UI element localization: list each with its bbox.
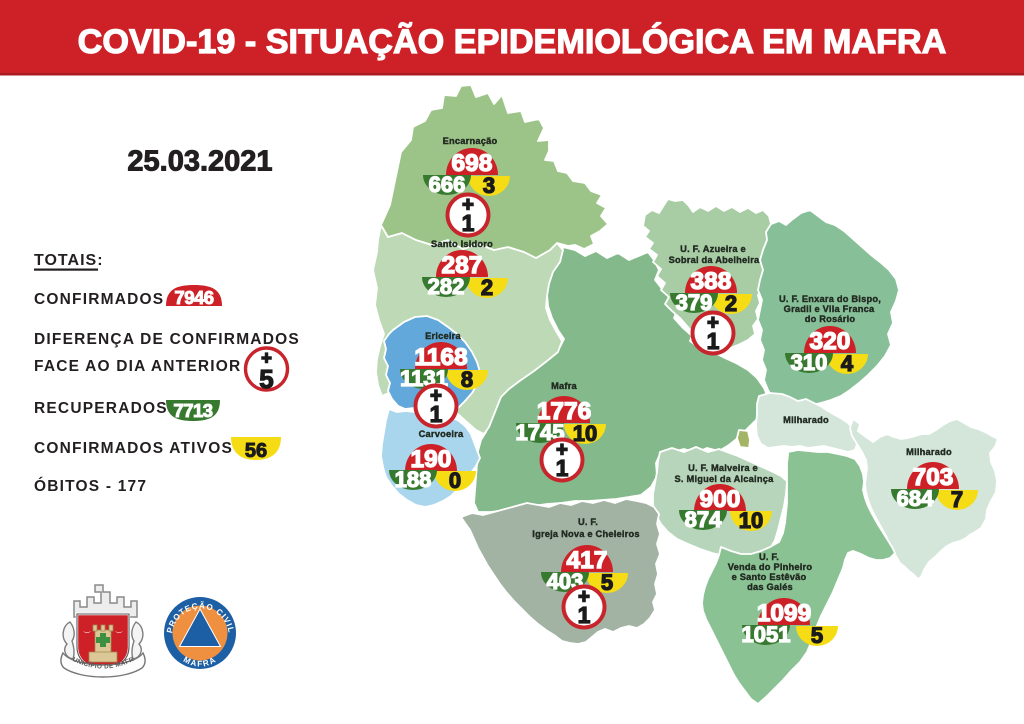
svg-text:703: 703 [913, 464, 954, 491]
svg-text:+: + [578, 586, 590, 608]
svg-text:U. F.: U. F. [578, 517, 598, 527]
svg-text:MAFRA: MAFRA [182, 655, 218, 669]
svg-text:Ericeira: Ericeira [425, 331, 461, 341]
svg-text:1: 1 [430, 401, 443, 427]
svg-text:379: 379 [676, 290, 713, 315]
svg-text:698: 698 [452, 150, 493, 177]
svg-text:TOTAIS:: TOTAIS: [34, 252, 104, 269]
svg-text:Sobral da Abelheira: Sobral da Abelheira [669, 255, 760, 265]
svg-text:25.03.2021: 25.03.2021 [127, 146, 272, 178]
svg-text:Carvoeira: Carvoeira [419, 429, 464, 439]
svg-text:2: 2 [725, 291, 737, 316]
svg-text:0: 0 [449, 468, 461, 493]
svg-text:Venda do Pinheiro: Venda do Pinheiro [728, 562, 813, 572]
svg-text:5: 5 [259, 364, 273, 394]
svg-text:CONFIRMADOS ATIVOS: CONFIRMADOS ATIVOS [34, 440, 233, 457]
svg-text:1051: 1051 [742, 622, 791, 647]
svg-text:403: 403 [547, 569, 584, 594]
svg-text:DIFERENÇA DE CONFIRMADOS: DIFERENÇA DE CONFIRMADOS [34, 331, 300, 348]
svg-text:188: 188 [395, 467, 432, 492]
svg-text:4: 4 [841, 351, 854, 376]
svg-text:Gradil e Vila Franca: Gradil e Vila Franca [784, 304, 875, 314]
svg-text:das Galés: das Galés [747, 582, 793, 592]
svg-text:8: 8 [461, 367, 473, 392]
svg-text:2: 2 [481, 275, 493, 300]
svg-text:U. F. Enxara do Bispo,: U. F. Enxara do Bispo, [779, 294, 881, 304]
svg-text:10: 10 [573, 421, 597, 446]
svg-text:1: 1 [578, 602, 591, 628]
svg-text:874: 874 [685, 507, 722, 532]
svg-text:e Santo Estêvão: e Santo Estêvão [732, 572, 807, 582]
svg-text:7: 7 [951, 487, 963, 512]
svg-text:U. F. Malveira e: U. F. Malveira e [688, 463, 758, 473]
svg-text:+: + [556, 439, 568, 461]
svg-text:+: + [430, 385, 442, 407]
svg-text:RECUPERADOS: RECUPERADOS [34, 400, 168, 417]
svg-text:10: 10 [739, 508, 763, 533]
svg-text:310: 310 [791, 350, 828, 375]
svg-text:388: 388 [691, 268, 732, 295]
svg-text:684: 684 [897, 486, 934, 511]
svg-text:5: 5 [601, 570, 613, 595]
svg-text:1: 1 [556, 455, 569, 481]
svg-text:5: 5 [811, 623, 823, 648]
svg-text:+: + [261, 348, 272, 368]
svg-text:ÓBITOS - 177: ÓBITOS - 177 [34, 477, 147, 495]
svg-text:56: 56 [245, 440, 267, 462]
svg-text:U. F. Azueira e: U. F. Azueira e [680, 244, 746, 254]
svg-text:190: 190 [411, 446, 452, 473]
svg-text:Milharado: Milharado [783, 415, 829, 425]
svg-text:7713: 7713 [173, 400, 212, 421]
svg-text:do Rosário: do Rosário [805, 314, 856, 324]
svg-text:3: 3 [483, 173, 495, 198]
svg-text:COVID-19 - SITUAÇÃO EPIDEMIOLÓ: COVID-19 - SITUAÇÃO EPIDEMIOLÓGICA EM MA… [78, 21, 947, 61]
svg-text:Santo Isidoro: Santo Isidoro [431, 239, 493, 249]
svg-text:282: 282 [428, 274, 465, 299]
svg-text:1: 1 [462, 210, 475, 236]
svg-text:Mafra: Mafra [551, 381, 577, 391]
svg-text:Encarnação: Encarnação [443, 136, 498, 146]
svg-text:U. F.: U. F. [759, 552, 779, 562]
svg-text:S. Miguel da Alcainça: S. Miguel da Alcainça [675, 474, 775, 484]
svg-text:320: 320 [810, 328, 851, 355]
svg-text:1168: 1168 [414, 344, 467, 371]
svg-text:+: + [462, 194, 474, 216]
svg-text:7946: 7946 [174, 287, 213, 308]
svg-text:FACE AO DIA ANTERIOR: FACE AO DIA ANTERIOR [34, 358, 241, 375]
svg-text:Milharado: Milharado [906, 447, 952, 457]
svg-text:1099: 1099 [757, 600, 812, 627]
svg-text:666: 666 [429, 172, 466, 197]
svg-text:417: 417 [567, 547, 608, 574]
svg-text:CONFIRMADOS: CONFIRMADOS [34, 291, 164, 308]
svg-text:1776: 1776 [537, 398, 592, 425]
svg-text:287: 287 [442, 252, 483, 279]
svg-text:Igreja Nova e Cheleiros: Igreja Nova e Cheleiros [532, 529, 639, 539]
svg-text:+: + [707, 312, 719, 334]
svg-text:900: 900 [700, 486, 741, 513]
svg-text:1: 1 [707, 328, 720, 354]
